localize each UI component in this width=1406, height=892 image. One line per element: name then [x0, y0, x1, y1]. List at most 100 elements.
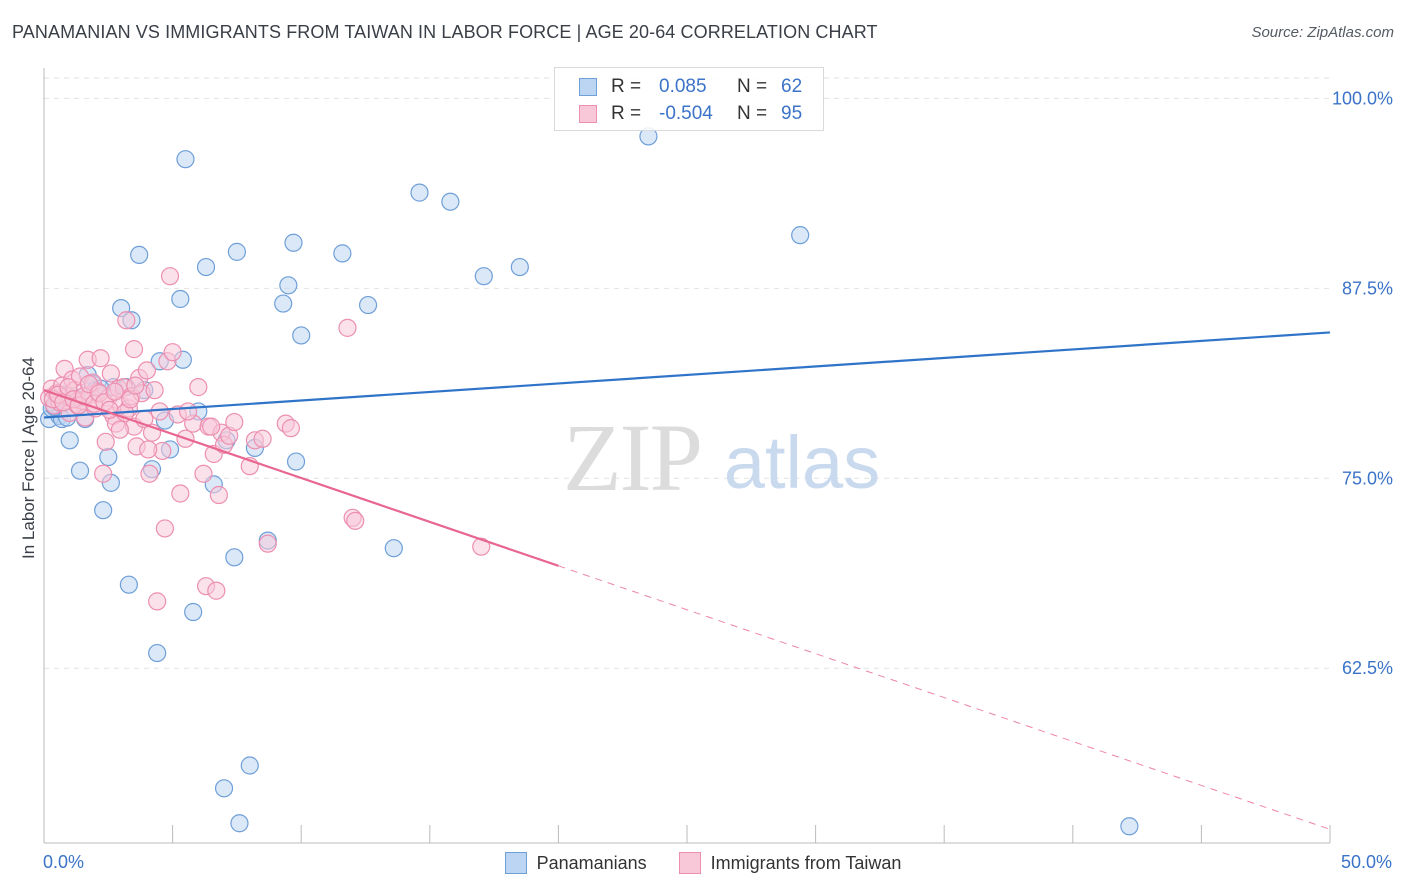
- legend-r-label: R =: [611, 76, 642, 97]
- point-panamanians: [130, 245, 149, 265]
- point-taiwan: [124, 340, 144, 359]
- point-taiwan: [178, 402, 198, 421]
- legend-n-label: N =: [737, 76, 768, 97]
- legend-r-label: R =: [611, 103, 642, 124]
- point-taiwan: [105, 382, 124, 401]
- y-tick-label: 100.0%: [1332, 88, 1393, 108]
- point-panamanians: [284, 233, 303, 252]
- point-panamanians: [196, 257, 216, 277]
- point-panamanians: [119, 575, 138, 594]
- legend-r-value: -0.504: [659, 103, 713, 124]
- point-taiwan: [140, 464, 159, 483]
- legend-item-taiwan[interactable]: Immigrants from Taiwan: [678, 852, 902, 874]
- legend-r-value: 0.085: [659, 76, 707, 97]
- point-taiwan: [253, 429, 272, 448]
- point-taiwan: [155, 519, 174, 538]
- point-panamanians: [279, 276, 298, 295]
- tick-labels: 100.0% 87.5% 75.0% 62.5%: [1332, 88, 1393, 678]
- point-taiwan: [281, 419, 301, 438]
- point-taiwan: [139, 440, 158, 459]
- trend-line-panamanians: [43, 331, 1331, 419]
- point-taiwan: [91, 349, 110, 368]
- point-panamanians: [292, 326, 311, 345]
- point-taiwan: [171, 484, 190, 503]
- legend-row-panamanians: R = 0.085 N = 62: [579, 75, 859, 99]
- point-panamanians: [225, 548, 244, 567]
- y-tick-label: 87.5%: [1342, 278, 1393, 298]
- point-panamanians: [474, 267, 493, 286]
- point-panamanians: [99, 447, 118, 467]
- point-panamanians: [230, 814, 249, 833]
- point-taiwan: [194, 464, 213, 483]
- point-taiwan: [145, 381, 164, 400]
- y-tick-label: 75.0%: [1342, 468, 1393, 488]
- point-taiwan: [163, 343, 182, 362]
- point-panamanians: [384, 539, 403, 558]
- point-taiwan: [160, 267, 180, 286]
- point-taiwan: [209, 485, 228, 505]
- point-taiwan: [346, 511, 365, 530]
- watermark-atlas: atlas: [724, 421, 880, 504]
- watermark-zip: ZIP: [563, 404, 701, 511]
- point-taiwan: [96, 432, 115, 451]
- point-taiwan: [94, 464, 113, 483]
- point-panamanians: [70, 461, 90, 480]
- point-panamanians: [410, 183, 429, 202]
- point-taiwan: [225, 412, 244, 432]
- point-panamanians: [791, 226, 810, 245]
- point-taiwan: [148, 592, 167, 611]
- legend-swatch-pink: [678, 852, 701, 874]
- point-taiwan: [117, 311, 136, 330]
- point-panamanians: [176, 150, 195, 169]
- grid: [44, 77, 1330, 669]
- legend-label: Panamanians: [536, 852, 647, 873]
- correlation-legend: R = 0.085 N = 62 R = -0.504 N = 95: [554, 67, 824, 131]
- point-panamanians: [60, 431, 79, 450]
- point-panamanians: [240, 756, 259, 775]
- point-taiwan: [150, 402, 169, 421]
- trend-line-taiwan-extrapolated: [558, 565, 1331, 830]
- y-tick-label: 62.5%: [1342, 658, 1393, 678]
- point-taiwan: [137, 361, 156, 380]
- point-taiwan: [338, 318, 357, 337]
- y-axis-label: In Labor Force | Age 20-64: [19, 357, 38, 559]
- point-panamanians: [94, 501, 113, 520]
- point-panamanians: [441, 192, 460, 211]
- point-taiwan: [202, 417, 221, 436]
- point-panamanians: [1120, 817, 1139, 836]
- legend-swatch-pink: [579, 105, 597, 123]
- axes: [43, 68, 1331, 844]
- legend-item-panamanians[interactable]: Panamanians: [504, 852, 647, 874]
- point-taiwan: [258, 534, 277, 553]
- point-taiwan: [207, 581, 226, 600]
- point-taiwan: [126, 376, 145, 395]
- legend-swatch-blue: [504, 852, 527, 874]
- chart-title: PANAMANIAN VS IMMIGRANTS FROM TAIWAN IN …: [12, 22, 878, 42]
- point-panamanians: [148, 643, 167, 663]
- series-immigrants-from-taiwan: [40, 267, 491, 611]
- point-panamanians: [274, 294, 293, 313]
- legend-n-label: N =: [737, 103, 768, 124]
- point-panamanians: [286, 452, 306, 471]
- point-panamanians: [358, 295, 378, 315]
- point-taiwan: [472, 537, 491, 556]
- point-panamanians: [214, 779, 234, 798]
- point-panamanians: [184, 602, 203, 622]
- x-tick-label-min: 0.0%: [43, 852, 85, 872]
- legend-n-value: 95: [781, 103, 803, 124]
- legend-row-taiwan: R = -0.504 N = 95: [579, 102, 859, 126]
- watermark: ZIP atlas: [563, 404, 880, 511]
- point-taiwan: [101, 364, 120, 383]
- legend-n-value: 62: [781, 76, 803, 97]
- point-panamanians: [171, 289, 190, 309]
- point-taiwan: [110, 420, 129, 439]
- series-legend: Panamanians Immigrants from Taiwan: [0, 852, 1406, 874]
- legend-label: Immigrants from Taiwan: [710, 852, 902, 873]
- x-tick-label-max: 50.0%: [1340, 852, 1392, 872]
- point-panamanians: [333, 244, 352, 263]
- point-taiwan: [189, 378, 208, 397]
- source-label: Source: ZipAtlas.com: [1251, 24, 1394, 41]
- legend-swatch-blue: [579, 78, 597, 96]
- trend-lines: [43, 331, 1331, 830]
